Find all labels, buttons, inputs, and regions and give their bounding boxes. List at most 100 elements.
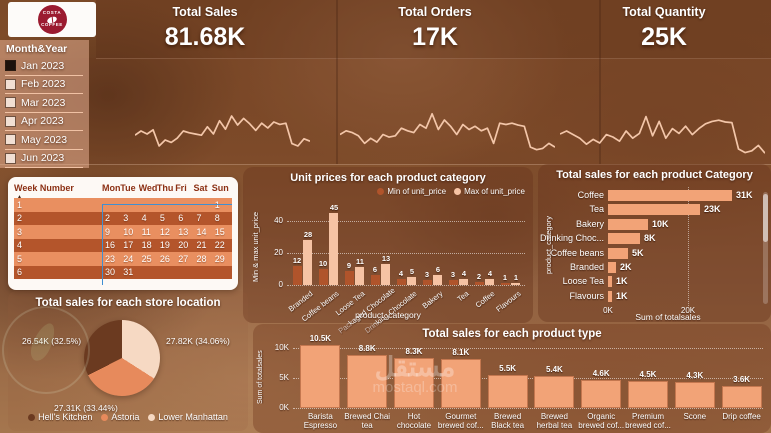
max-price-bar[interactable] bbox=[355, 267, 364, 285]
column-header-day[interactable]: Tue bbox=[120, 183, 136, 193]
product-type-bar[interactable] bbox=[628, 381, 668, 408]
checkbox-icon[interactable] bbox=[5, 97, 16, 109]
table-row[interactable]: 3 9 10 11 12 13 14 15 bbox=[14, 225, 232, 239]
kpi-divider bbox=[599, 0, 601, 164]
slicer-item-feb-2023[interactable]: Feb 2023 bbox=[5, 76, 83, 94]
max-price-bar[interactable] bbox=[433, 275, 442, 285]
column-header-day[interactable]: Thu bbox=[156, 183, 174, 193]
min-price-bar[interactable] bbox=[345, 270, 354, 285]
pie-chart[interactable] bbox=[84, 320, 160, 396]
product-type-bar[interactable] bbox=[581, 380, 622, 408]
chart-scrollbar[interactable] bbox=[763, 192, 768, 304]
gridline bbox=[287, 221, 525, 222]
day-cell: 25 bbox=[141, 253, 152, 264]
legend-label: Lower Manhattan bbox=[158, 412, 228, 422]
kpi-value: 17K bbox=[412, 23, 458, 51]
max-price-bar[interactable] bbox=[329, 213, 338, 285]
slicer-item-apr-2023[interactable]: Apr 2023 bbox=[5, 113, 83, 131]
min-price-bar[interactable] bbox=[449, 280, 458, 285]
day-cell: 4 bbox=[141, 213, 147, 224]
slicer-item-may-2023[interactable]: May 2023 bbox=[5, 131, 83, 150]
day-cell: 19 bbox=[159, 240, 170, 251]
x-axis-label: Scone bbox=[683, 412, 707, 421]
table-row[interactable]: 2 2 3 4 5 6 7 8 bbox=[14, 211, 232, 225]
table-row[interactable]: 5 23 24 25 26 27 28 29 bbox=[14, 252, 232, 266]
product-type-bar[interactable] bbox=[674, 382, 715, 408]
bar-value-label: 4 bbox=[461, 268, 467, 278]
column-header-week-number[interactable]: Week Number bbox=[14, 183, 74, 193]
gridline bbox=[293, 348, 763, 349]
product-type-bar[interactable] bbox=[394, 358, 434, 408]
category-label: Drinking Choc... bbox=[540, 233, 604, 244]
slicer-title: Month&Year bbox=[6, 43, 68, 55]
category-bar[interactable] bbox=[608, 247, 628, 259]
table-row[interactable]: 6 30 31 bbox=[14, 265, 232, 279]
column-header-day[interactable]: Sun bbox=[211, 183, 229, 193]
category-bar[interactable] bbox=[608, 276, 612, 288]
legend-item[interactable]: Astoria bbox=[101, 412, 139, 422]
checkbox-icon[interactable] bbox=[5, 78, 16, 90]
slicer-item-jan-2023[interactable]: Jan 2023 bbox=[5, 57, 83, 76]
max-price-bar[interactable] bbox=[381, 264, 390, 285]
y-axis-tick: 10K bbox=[274, 343, 289, 352]
category-bar[interactable] bbox=[608, 204, 700, 216]
table-row[interactable]: 4 16 17 18 19 20 21 22 bbox=[14, 238, 232, 252]
category-bar[interactable] bbox=[608, 190, 732, 201]
x-axis-label: Hot chocolate bbox=[396, 412, 432, 431]
product-type-bar[interactable] bbox=[721, 386, 762, 408]
bar-value-label: 1 bbox=[513, 273, 519, 283]
product-type-bar[interactable] bbox=[534, 375, 575, 408]
min-price-bar[interactable] bbox=[319, 269, 328, 285]
legend-label: Hell's Kitchen bbox=[38, 412, 93, 422]
sparkline-line bbox=[339, 112, 556, 151]
bar-value-label: 23K bbox=[704, 204, 721, 215]
scrollbar-thumb[interactable] bbox=[763, 194, 768, 242]
max-price-bar[interactable] bbox=[303, 240, 312, 285]
legend-item[interactable]: Lower Manhattan bbox=[148, 412, 228, 422]
legend-item[interactable]: Hell's Kitchen bbox=[28, 412, 92, 422]
category-bar[interactable] bbox=[608, 290, 612, 302]
product-type-bar[interactable] bbox=[300, 345, 341, 408]
min-price-bar[interactable] bbox=[501, 283, 510, 285]
category-bar[interactable] bbox=[608, 262, 616, 273]
max-price-bar[interactable] bbox=[407, 277, 416, 285]
checkbox-icon[interactable] bbox=[5, 115, 16, 127]
legend-item[interactable]: Min of unit_price bbox=[377, 187, 446, 196]
chart-title: Total sales for each store location bbox=[35, 297, 221, 309]
slicer-item-mar-2023[interactable]: Mar 2023 bbox=[5, 94, 83, 113]
checkbox-icon[interactable] bbox=[5, 152, 16, 164]
category-sales-chart-card: Total sales for each product Category 0K… bbox=[538, 164, 771, 322]
bar-value-label: 3 bbox=[450, 270, 456, 280]
min-price-bar[interactable] bbox=[475, 281, 484, 285]
kpi-title: Total Quantity bbox=[622, 5, 706, 19]
sparkline-total-orders bbox=[339, 92, 556, 167]
day-cell: 28 bbox=[196, 253, 207, 264]
category-label: Loose Tea bbox=[562, 276, 604, 287]
product-type-bar[interactable] bbox=[347, 355, 388, 408]
sort-ascending-icon[interactable]: ▲ bbox=[17, 194, 22, 200]
day-cell: 24 bbox=[123, 253, 134, 264]
slicer-item-jun-2023[interactable]: Jun 2023 bbox=[5, 150, 83, 168]
max-price-bar[interactable] bbox=[459, 278, 468, 285]
min-price-bar[interactable] bbox=[293, 265, 302, 285]
category-label: Coffee beans bbox=[550, 247, 604, 258]
day-cell: 15 bbox=[214, 226, 225, 237]
category-bar[interactable] bbox=[608, 233, 640, 245]
column-header-day[interactable]: Fri bbox=[175, 183, 187, 193]
max-price-bar[interactable] bbox=[485, 278, 494, 285]
column-header-day[interactable]: Sat bbox=[193, 183, 208, 193]
column-header-day[interactable]: Mon bbox=[102, 183, 121, 193]
min-price-bar[interactable] bbox=[371, 275, 380, 285]
slicer-items: Jan 2023 Feb 2023 Mar 2023 Apr 2023 May 2023… bbox=[0, 57, 89, 168]
min-price-bar[interactable] bbox=[397, 278, 406, 285]
checkbox-checked-icon[interactable] bbox=[5, 60, 16, 72]
category-bar[interactable] bbox=[608, 218, 648, 230]
column-header-day[interactable]: Wed bbox=[138, 183, 157, 193]
max-price-bar[interactable] bbox=[511, 283, 520, 285]
product-type-bar[interactable] bbox=[440, 359, 481, 408]
checkbox-icon[interactable] bbox=[5, 134, 16, 146]
product-type-bar[interactable] bbox=[487, 375, 528, 408]
legend-item[interactable]: Max of unit_price bbox=[454, 187, 525, 196]
min-price-bar[interactable] bbox=[423, 280, 432, 285]
